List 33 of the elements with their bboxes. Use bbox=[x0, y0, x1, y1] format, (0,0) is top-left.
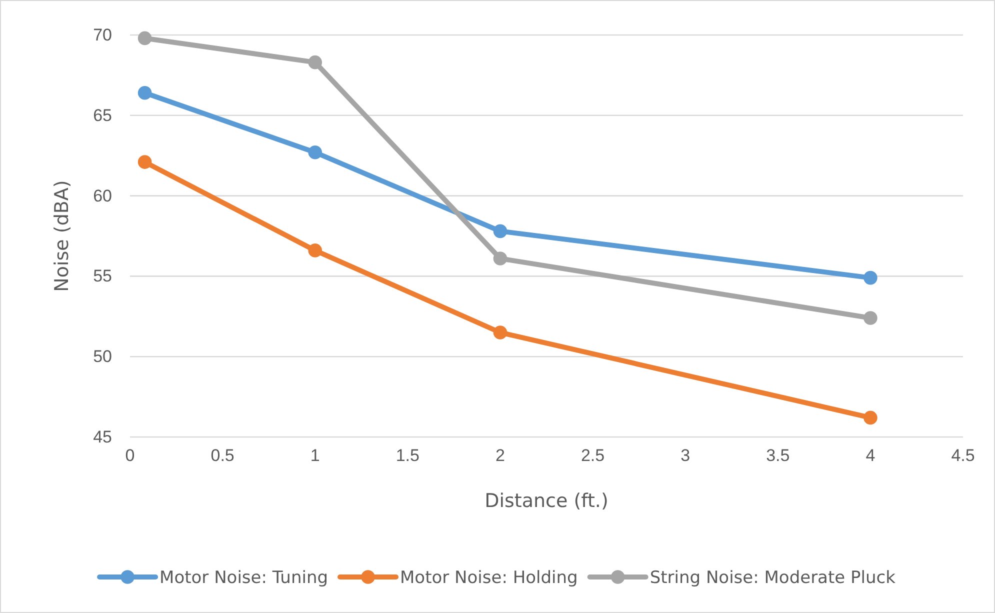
x-tick-label: 1.5 bbox=[396, 446, 420, 466]
point bbox=[493, 326, 508, 340]
x-tick-label: 4 bbox=[866, 446, 876, 466]
point bbox=[493, 224, 508, 238]
point bbox=[138, 31, 152, 46]
point bbox=[864, 410, 878, 425]
point bbox=[138, 155, 152, 169]
x-tick-label: 0 bbox=[125, 446, 135, 466]
x-tick-label: 2 bbox=[495, 446, 505, 466]
point bbox=[864, 270, 878, 285]
x-tick-label: 0.5 bbox=[210, 446, 234, 466]
point bbox=[493, 252, 508, 266]
point bbox=[308, 55, 322, 70]
y-axis-title: Noise (dBA) bbox=[51, 180, 73, 292]
x-tick-label: 3 bbox=[680, 446, 690, 466]
legend-label: Motor Noise: Holding bbox=[400, 568, 578, 588]
point bbox=[308, 145, 322, 160]
x-tick-label: 2.5 bbox=[580, 446, 605, 466]
point bbox=[138, 86, 152, 100]
point bbox=[308, 244, 322, 258]
legend-label: String Noise: Moderate Pluck bbox=[650, 568, 896, 588]
x-tick-label: 3.5 bbox=[766, 446, 790, 466]
y-tick-label: 55 bbox=[93, 266, 112, 286]
point bbox=[864, 311, 878, 325]
x-tick-label: 1 bbox=[310, 446, 320, 466]
x-axis-title: Distance (ft.) bbox=[484, 490, 608, 512]
y-tick-label: 45 bbox=[93, 427, 112, 446]
y-tick-label: 65 bbox=[93, 106, 112, 125]
legend-label: Motor Noise: Tuning bbox=[160, 568, 328, 588]
y-tick-label: 60 bbox=[93, 186, 112, 206]
x-tick-label: 4.5 bbox=[951, 446, 975, 466]
y-tick-label: 70 bbox=[93, 25, 112, 44]
y-tick-label: 50 bbox=[93, 347, 112, 366]
